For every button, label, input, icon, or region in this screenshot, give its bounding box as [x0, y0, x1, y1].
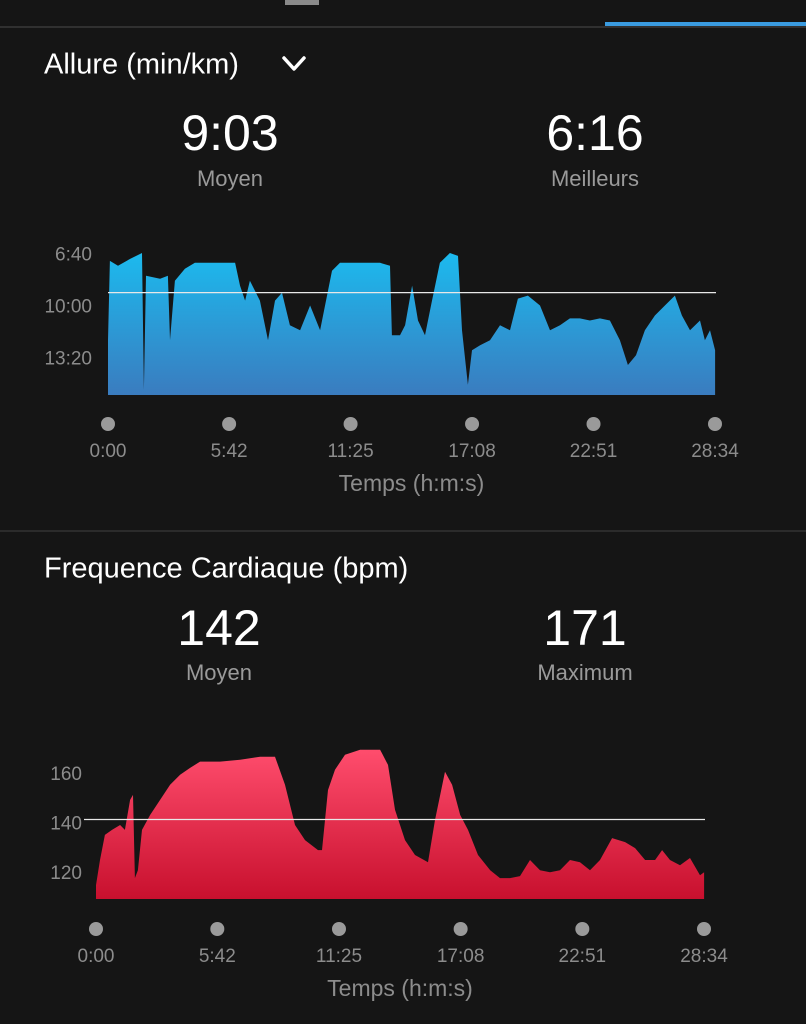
x-axis-title: Temps (h:m:s) — [339, 470, 485, 496]
y-tick-label: 120 — [50, 863, 82, 884]
stat-label: Maximum — [537, 660, 632, 685]
x-tick-dot — [708, 417, 722, 431]
x-tick-label: 0:00 — [90, 441, 127, 462]
x-tick-label: 28:34 — [680, 946, 728, 967]
y-tick-label: 140 — [50, 813, 82, 834]
area — [108, 253, 716, 395]
y-tick-label: 160 — [50, 764, 82, 785]
x-tick-label: 5:42 — [211, 441, 248, 462]
x-tick-label: 17:08 — [437, 946, 485, 967]
y-tick-label: 10:00 — [44, 297, 92, 318]
x-tick-dot — [697, 922, 711, 936]
stat-label: Moyen — [186, 660, 252, 685]
y-tick-label: 6:40 — [55, 244, 92, 265]
x-tick-label: 11:25 — [316, 946, 362, 967]
x-tick-label: 22:51 — [559, 946, 607, 967]
x-tick-label: 5:42 — [199, 946, 236, 967]
x-tick-dot — [343, 417, 358, 431]
active-tab-underline — [605, 22, 806, 26]
x-tick-label: 11:25 — [328, 441, 374, 462]
section-title: Frequence Cardiaque (bpm) — [44, 553, 408, 585]
x-tick-dot — [586, 417, 601, 431]
x-tick-dot — [453, 922, 468, 936]
x-axis-title: Temps (h:m:s) — [327, 975, 473, 1001]
stat-value: 6:16 — [546, 105, 643, 161]
y-tick-label: 13:20 — [44, 349, 92, 370]
stat-label: Moyen — [197, 166, 263, 191]
x-tick-label: 22:51 — [570, 441, 618, 462]
x-tick-label: 28:34 — [691, 441, 739, 462]
x-tick-dot — [465, 417, 480, 431]
x-tick-dot — [331, 922, 346, 936]
x-tick-dot — [210, 922, 225, 936]
stat-value: 171 — [543, 600, 626, 656]
x-tick-dot — [101, 417, 115, 431]
x-tick-label: 17:08 — [448, 441, 496, 462]
stat-label: Meilleurs — [551, 166, 639, 191]
dropdown-chevron[interactable] — [282, 56, 306, 71]
x-tick-dot — [89, 922, 103, 936]
area — [96, 749, 705, 899]
x-tick-label: 0:00 — [78, 946, 115, 967]
x-tick-dot — [222, 417, 237, 431]
x-tick-dot — [575, 922, 590, 936]
section-title: Allure (min/km) — [44, 49, 239, 81]
tab-indicator[interactable] — [285, 0, 319, 5]
stat-value: 9:03 — [181, 105, 278, 161]
stat-value: 142 — [177, 600, 260, 656]
